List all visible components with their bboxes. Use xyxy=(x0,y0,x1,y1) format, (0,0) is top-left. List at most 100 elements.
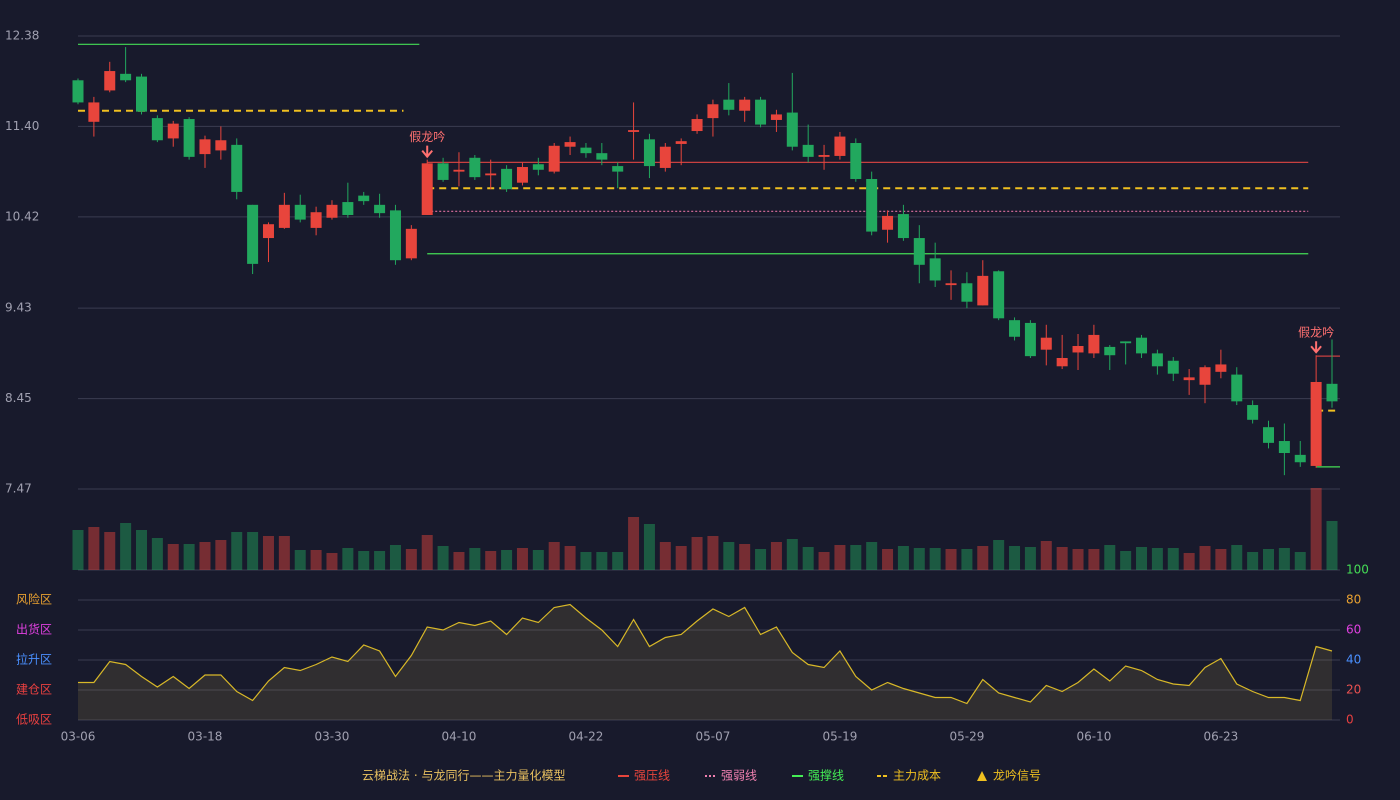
candle-body xyxy=(691,119,703,132)
volume-bar xyxy=(945,549,957,570)
volume-bar xyxy=(1326,521,1338,570)
signal-arrow xyxy=(421,145,433,159)
candle-body xyxy=(1199,367,1211,385)
candle-body xyxy=(374,204,386,214)
x-tick-label: 04-22 xyxy=(569,730,604,744)
volume-bar xyxy=(1120,551,1132,570)
candle-body xyxy=(945,283,957,286)
volume-bar xyxy=(596,552,608,570)
y-tick-label: 9.43 xyxy=(5,301,32,315)
candle-body xyxy=(1151,353,1163,367)
volume-bar xyxy=(834,545,846,570)
candle-body xyxy=(802,144,814,157)
candle-body xyxy=(707,104,719,119)
candle-body xyxy=(659,146,671,168)
candle-body xyxy=(882,215,894,230)
candle-body xyxy=(866,179,878,232)
volume-bar xyxy=(405,549,417,570)
volume-bar xyxy=(897,546,909,570)
volume-bar xyxy=(802,547,814,570)
volume-bar xyxy=(993,540,1005,570)
volume-bar xyxy=(882,549,894,570)
zone-label: 出货区 xyxy=(16,622,52,637)
candle-body xyxy=(485,173,497,176)
volume-bar xyxy=(580,552,592,570)
candle-body xyxy=(1247,405,1259,420)
volume-bar xyxy=(437,546,449,570)
candle-body xyxy=(1326,383,1338,402)
volume-bar xyxy=(1072,549,1084,570)
candle-body xyxy=(469,157,481,178)
candle-body xyxy=(786,112,798,147)
volume-bar xyxy=(739,544,751,570)
volume-bar xyxy=(469,548,481,570)
zone-label: 拉升区 xyxy=(16,652,52,667)
candle-body xyxy=(104,71,116,91)
y-tick-label: 7.47 xyxy=(5,482,32,496)
volume-bar xyxy=(1151,548,1163,570)
candle-body xyxy=(532,164,544,170)
volume-bar xyxy=(310,550,322,570)
signal-label: 假龙吟 xyxy=(1298,325,1334,340)
legend-label: 强压线 xyxy=(634,769,670,783)
volume-bar xyxy=(961,549,973,570)
volume-bar xyxy=(421,535,433,570)
volume-bar xyxy=(1199,546,1211,570)
x-tick-label: 03-06 xyxy=(61,730,96,744)
candle-body xyxy=(501,168,513,190)
x-tick-label: 03-18 xyxy=(188,730,223,744)
volume-bar xyxy=(326,553,338,570)
volume-bar xyxy=(135,530,147,570)
x-tick-label: 05-29 xyxy=(949,730,984,744)
volume-bar xyxy=(104,532,116,570)
candle-body xyxy=(1136,337,1148,354)
y2-tick-label: 40 xyxy=(1346,653,1361,667)
x-tick-label: 03-30 xyxy=(315,730,350,744)
volume-bar xyxy=(215,540,227,570)
y2-tick-label: 20 xyxy=(1346,683,1361,697)
volume-bar xyxy=(612,552,624,570)
volume-bar xyxy=(818,552,830,570)
candle-body xyxy=(977,275,989,306)
candle-body xyxy=(1231,374,1243,402)
volume-bar xyxy=(786,539,798,570)
volume-bar xyxy=(929,548,941,570)
volume-bar xyxy=(342,548,354,570)
candle-body xyxy=(961,283,973,302)
volume-bar xyxy=(707,536,719,570)
candle-body xyxy=(215,140,227,151)
candle-body xyxy=(1024,322,1036,357)
volume-bar xyxy=(977,546,989,570)
volume-bar xyxy=(866,542,878,570)
oscillator-area xyxy=(78,604,1332,720)
volume-bar xyxy=(231,532,243,570)
volume-bar xyxy=(72,530,84,570)
volume-bar xyxy=(374,551,386,570)
candle-body xyxy=(1167,360,1179,374)
candle-body xyxy=(913,238,925,265)
candle-body xyxy=(262,224,274,239)
x-tick-label: 05-07 xyxy=(695,730,730,744)
candle-body xyxy=(675,141,687,144)
candle-body xyxy=(516,167,528,183)
legend-label: 强撑线 xyxy=(808,768,844,783)
legend-label: 强弱线 xyxy=(721,769,757,783)
candle-body xyxy=(850,143,862,180)
volume-bar xyxy=(183,544,195,570)
legend-label: 主力成本 xyxy=(893,769,941,783)
candle-body xyxy=(1310,381,1322,466)
volume-bar xyxy=(1167,548,1179,570)
volume-bar xyxy=(120,523,132,570)
candle-body xyxy=(151,118,163,141)
volume-bar xyxy=(691,537,703,570)
volume-bar xyxy=(278,536,290,570)
candle-body xyxy=(1056,357,1068,367)
candle-body xyxy=(183,119,195,157)
volume-bar xyxy=(1136,547,1148,570)
volume-bar xyxy=(485,551,497,570)
volume-bar xyxy=(199,542,211,570)
volume-bar xyxy=(1247,552,1259,570)
legend-marker xyxy=(977,771,987,781)
candle-body xyxy=(358,195,370,202)
volume-bar xyxy=(659,542,671,570)
